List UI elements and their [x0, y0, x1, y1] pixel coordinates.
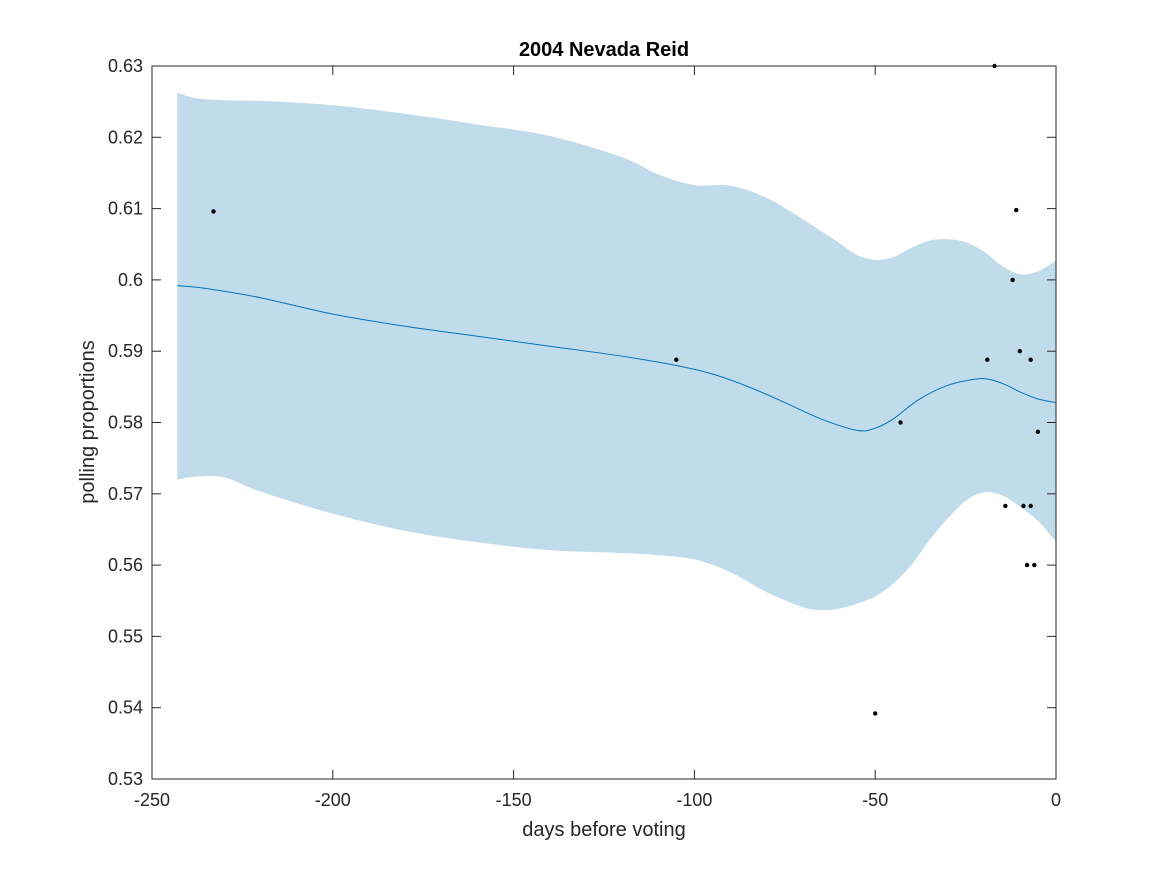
data-point	[1021, 503, 1026, 509]
chart-title: 2004 Nevada Reid	[519, 39, 689, 61]
y-tick-label: 0.56	[108, 555, 143, 575]
x-tick-label: -100	[676, 790, 712, 810]
data-point	[1014, 207, 1019, 213]
x-tick-label: -150	[496, 790, 532, 810]
y-tick-label: 0.63	[108, 56, 143, 76]
y-tick-label: 0.55	[108, 626, 143, 646]
y-tick-label: 0.61	[108, 199, 143, 219]
y-axis-label: polling proportions	[77, 340, 99, 503]
y-tick-label: 0.58	[108, 413, 143, 433]
y-tick-label: 0.6	[118, 270, 143, 290]
y-tick-label: 0.59	[108, 341, 143, 361]
y-tick-label: 0.57	[108, 484, 143, 504]
data-point	[674, 357, 679, 362]
data-point	[873, 711, 878, 716]
axes-layer: -250 -200 -150 -100 -50 0 0.53 0.54 0.55 0.56 0.57…	[108, 56, 1061, 810]
data-point	[1028, 357, 1033, 362]
data-point	[1010, 277, 1015, 283]
confidence-band-layer	[177, 92, 1056, 611]
confidence-band	[177, 92, 1056, 611]
y-tick-label: 0.53	[108, 769, 143, 789]
data-point	[898, 420, 903, 425]
y-tick-label: 0.62	[108, 127, 143, 147]
x-axis-label: days before voting	[522, 819, 685, 841]
x-tick-label: -50	[862, 790, 888, 810]
data-point	[1032, 562, 1037, 568]
mean-line	[177, 285, 1057, 432]
x-tick-label: 0	[1051, 790, 1061, 810]
data-point	[1024, 562, 1030, 568]
data-point	[211, 209, 216, 214]
data-point	[985, 357, 990, 362]
data-point	[1028, 503, 1033, 509]
mean-line-layer	[177, 285, 1057, 432]
y-tick-label: 0.54	[108, 698, 143, 718]
data-point	[1003, 503, 1008, 509]
x-tick-label: -200	[315, 790, 351, 810]
data-point	[1017, 349, 1023, 354]
x-tick-label: -250	[134, 790, 170, 810]
data-point	[1035, 429, 1041, 434]
